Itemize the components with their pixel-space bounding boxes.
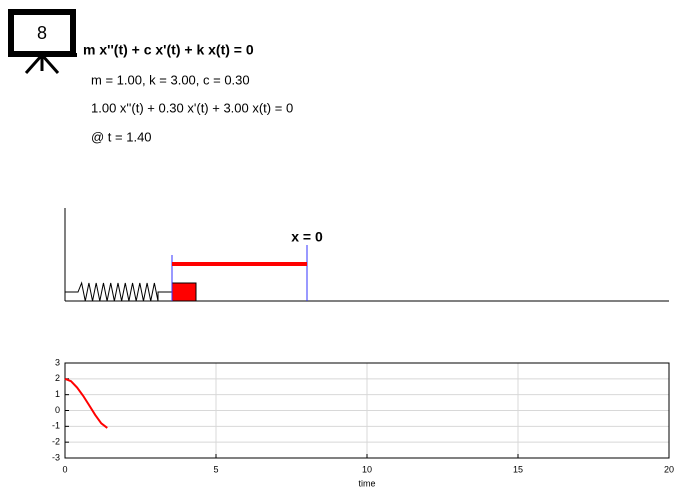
parameters: m = 1.00, k = 3.00, c = 0.30 [91, 72, 250, 87]
x-tick-label: 5 [213, 464, 218, 474]
y-tick-label: 0 [55, 405, 60, 415]
icon: 8 [8, 9, 77, 74]
instance: 1.00 x''(t) + 0.30 x'(t) + 3.00 x(t) = 0 [91, 100, 293, 115]
origin-label: x = 0 [291, 229, 323, 245]
x-tick-label: 20 [664, 464, 674, 474]
y-tick-label: 3 [55, 357, 60, 367]
y-tick-label: -3 [52, 452, 60, 462]
time-label: @ t = 1.40 [91, 129, 152, 144]
y-tick-label: -2 [52, 437, 60, 447]
y-tick-label: -1 [52, 421, 60, 431]
x-tick-label: 10 [362, 464, 372, 474]
icon-label: 8 [37, 23, 47, 43]
mass [171, 282, 197, 302]
plot-frame [64, 362, 670, 459]
x-tick-label: 15 [513, 464, 523, 474]
spring-diagram: x = 0 [64, 208, 669, 302]
x-axis-label: time [358, 478, 375, 488]
series-line [64, 377, 108, 429]
equation: m x''(t) + c x'(t) + k x(t) = 0 [83, 42, 254, 58]
x-tick-label: 0 [62, 464, 67, 474]
spring [65, 281, 172, 302]
y-tick-label: 2 [55, 373, 60, 383]
plot: -3 -2 -1 0 1 2 3 0 5 10 15 20 time [52, 357, 674, 488]
y-tick-label: 1 [55, 389, 60, 399]
